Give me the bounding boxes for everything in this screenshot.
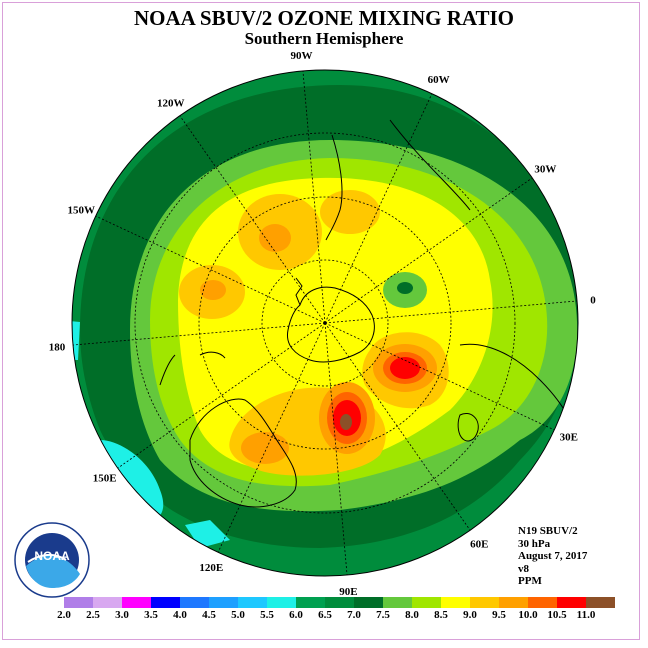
scale-label-6: 5.0 — [231, 609, 245, 621]
scale-swatch-3 — [151, 597, 180, 608]
antarctic-peninsula — [295, 277, 303, 306]
longitude-label-10: 150W — [67, 204, 95, 216]
scale-swatch-15 — [499, 597, 528, 608]
scale-swatch-10 — [354, 597, 383, 608]
scale-swatch-6 — [238, 597, 267, 608]
scale-label-17: 10.5 — [547, 609, 567, 621]
scale-label-5: 4.5 — [202, 609, 216, 621]
scale-label-0: 2.0 — [57, 609, 71, 621]
scale-label-13: 8.5 — [434, 609, 448, 621]
scale-swatch-17 — [557, 597, 586, 608]
scale-swatch-18 — [586, 597, 615, 608]
scale-swatch-1 — [93, 597, 122, 608]
longitude-label-3: 0 — [590, 295, 596, 307]
scale-label-2: 3.0 — [115, 609, 129, 621]
lat-circle-1 — [261, 259, 389, 387]
band-9-5-b — [200, 280, 226, 300]
longitude-label-6: 90E — [339, 586, 357, 598]
longitude-label-1: 60W — [428, 74, 450, 86]
new-zealand — [159, 354, 176, 386]
longitude-label-0: 90W — [291, 50, 313, 62]
lat-circle-3 — [134, 132, 516, 514]
date-label: August 7, 2017 — [518, 550, 588, 562]
scale-label-11: 7.5 — [376, 609, 390, 621]
longitude-label-11: 120W — [157, 98, 185, 110]
scale-label-15: 9.5 — [492, 609, 506, 621]
longitude-label-5: 60E — [470, 538, 488, 550]
band-7-0-hole — [397, 282, 413, 294]
map-boundary — [71, 69, 579, 577]
madagascar — [457, 413, 479, 442]
south-america-east — [389, 119, 471, 211]
noaa-logo: NOAA — [14, 522, 90, 598]
scale-label-3: 3.5 — [144, 609, 158, 621]
info-block: N19 SBUV/2 30 hPa August 7, 2017 v8 PPM — [518, 525, 587, 588]
band-9-0-c — [320, 190, 380, 234]
map-subtitle: Southern Hemisphere — [244, 29, 404, 48]
version-label: v8 — [518, 562, 529, 575]
longitude-label-8: 150E — [93, 472, 117, 484]
scale-swatch-4 — [180, 597, 209, 608]
scale-label-12: 8.0 — [405, 609, 419, 621]
scale-label-18: 11.0 — [577, 609, 596, 621]
scale-swatch-12 — [412, 597, 441, 608]
scale-swatch-14 — [470, 597, 499, 608]
graticule — [134, 132, 516, 514]
band-9-5-a — [259, 224, 291, 252]
band-5-5-b — [100, 440, 164, 520]
image-frame — [2, 2, 640, 640]
scale-swatch-9 — [325, 597, 354, 608]
scale-label-14: 9.0 — [463, 609, 477, 621]
band-10-5-a — [390, 357, 420, 379]
scale-label-9: 6.5 — [318, 609, 332, 621]
australia-coast — [189, 398, 297, 508]
ozone-field — [72, 70, 578, 576]
antarctica-coast — [286, 286, 375, 363]
longitude-label-7: 120E — [199, 562, 223, 574]
satellite-label: N19 SBUV/2 — [518, 525, 578, 537]
longitude-label-2: 30W — [534, 164, 556, 176]
scale-label-1: 2.5 — [86, 609, 100, 621]
scale-swatch-13 — [441, 597, 470, 608]
scale-label-10: 7.0 — [347, 609, 361, 621]
logo-text: NOAA — [34, 549, 70, 563]
south-america-coast — [325, 134, 343, 241]
band-11-0 — [340, 414, 352, 430]
scale-label-8: 6.0 — [289, 609, 303, 621]
longitude-label-4: 30E — [560, 432, 578, 444]
scale-swatch-0 — [64, 597, 93, 608]
pressure-level: 30 hPa — [518, 537, 551, 550]
map-title: NOAA SBUV/2 OZONE MIXING RATIO — [134, 6, 514, 30]
scale-swatch-8 — [296, 597, 325, 608]
scale-swatch-5 — [209, 597, 238, 608]
lat-circle-2 — [198, 196, 452, 450]
band-5-5-a — [72, 320, 80, 360]
longitude-label-9: 180 — [49, 341, 66, 353]
scale-label-4: 4.0 — [173, 609, 187, 621]
scale-label-16: 10.0 — [518, 609, 538, 621]
scale-swatch-7 — [267, 597, 296, 608]
color-scale: 2.0 2.5 3.0 3.5 4.0 4.5 5.0 5.5 6.0 6.5 7.0 7.5 8.0 8… — [57, 597, 615, 621]
longitude-labels: 90W 60W 30W 0 30E 60E 90E 120E 150E 180 150W 120W — [49, 50, 596, 598]
scale-swatch-11 — [383, 597, 412, 608]
scale-swatch-2 — [122, 597, 151, 608]
scale-swatch-16 — [528, 597, 557, 608]
units-label: PPM — [518, 575, 542, 587]
scale-label-7: 5.5 — [260, 609, 274, 621]
